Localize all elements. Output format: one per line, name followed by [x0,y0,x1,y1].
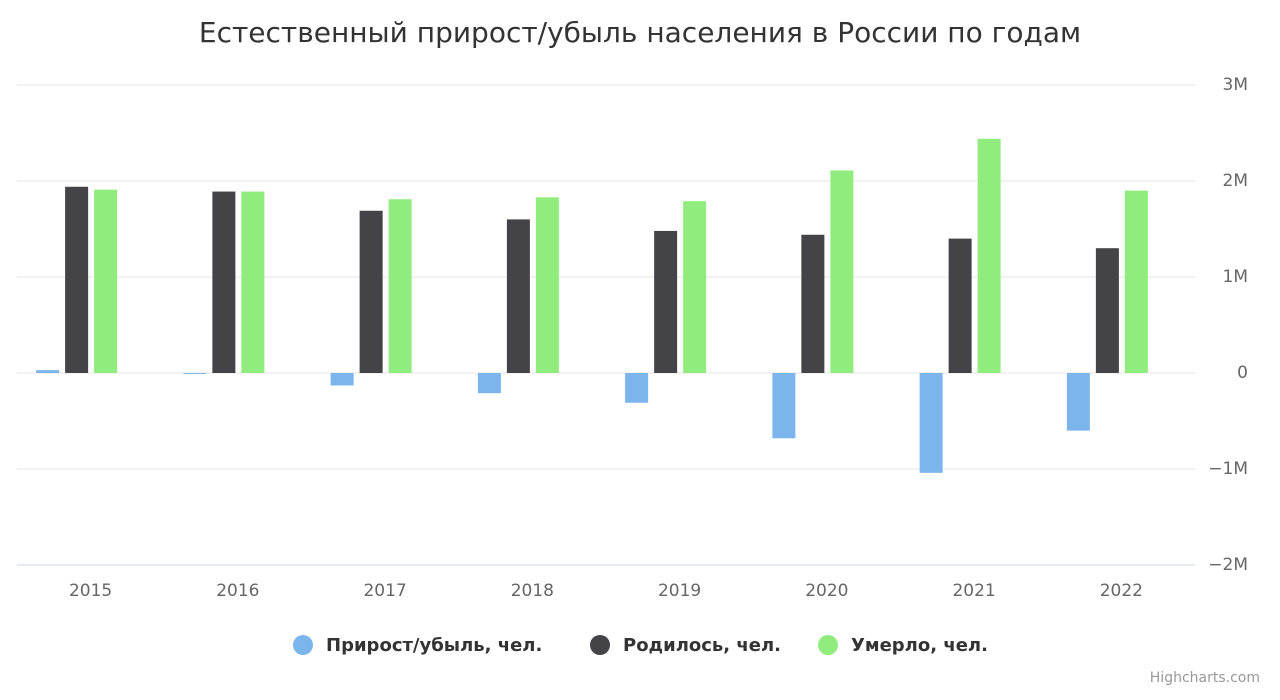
bar [772,373,796,439]
x-tick-label: 2019 [658,581,701,601]
bar [388,199,412,373]
x-tick-label: 2020 [805,581,848,601]
legend-marker[interactable] [818,635,838,655]
credits[interactable]: Highcharts.com [1150,670,1260,686]
bar [477,373,501,394]
bar [535,197,559,373]
bar [183,373,207,374]
y-tick-label: 2M [1223,171,1248,191]
bar [683,201,707,373]
bar [625,373,649,403]
bar [1066,373,1090,431]
y-tick-label: 3M [1223,75,1248,95]
bar [330,373,354,386]
x-tick-label: 2017 [363,581,406,601]
x-tick-label: 2016 [216,581,259,601]
legend-label[interactable]: Умерло, чел. [851,635,988,656]
bar [1124,190,1148,373]
y-tick-label: −1M [1208,459,1248,479]
bar [1095,248,1119,373]
legend-label[interactable]: Прирост/убыль, чел. [326,635,542,656]
bar [359,210,383,373]
legend-label[interactable]: Родилось, чел. [623,635,781,656]
x-tick-label: 2021 [952,581,995,601]
legend-marker[interactable] [590,635,610,655]
y-tick-label: 1M [1223,267,1248,287]
bar [241,191,265,373]
bar [654,230,678,373]
bar [919,373,943,473]
bar [506,219,530,373]
x-tick-label: 2022 [1100,581,1143,601]
y-tick-label: 0 [1237,363,1248,383]
bar [830,170,854,373]
chart-title: Естественный прирост/убыль населения в Р… [199,16,1081,49]
x-tick-label: 2018 [511,581,554,601]
bar [977,138,1001,373]
legend-marker[interactable] [293,635,313,655]
bar [36,370,60,373]
bar [94,189,118,373]
bar [212,191,236,373]
x-tick-label: 2015 [69,581,112,601]
bar [801,234,825,373]
y-tick-label: −2M [1208,555,1248,575]
bar [65,186,89,373]
bar [948,238,972,373]
